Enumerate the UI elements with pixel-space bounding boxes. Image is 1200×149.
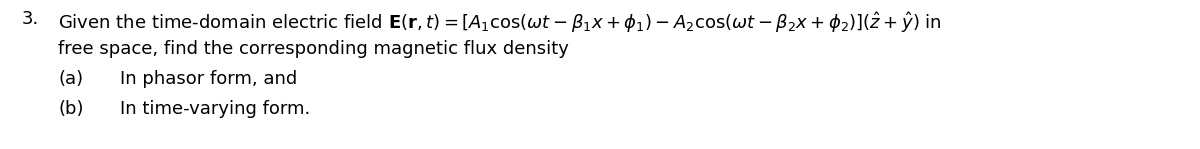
Text: 3.: 3. [22,10,40,28]
Text: (b): (b) [58,100,84,118]
Text: In phasor form, and: In phasor form, and [120,70,298,88]
Text: In time-varying form.: In time-varying form. [120,100,311,118]
Text: free space, find the corresponding magnetic flux density: free space, find the corresponding magne… [58,40,569,58]
Text: Given the time-domain electric field $\mathbf{E}(\mathbf{r}, t) = [A_1\cos(\omeg: Given the time-domain electric field $\m… [58,10,942,35]
Text: (a): (a) [58,70,83,88]
